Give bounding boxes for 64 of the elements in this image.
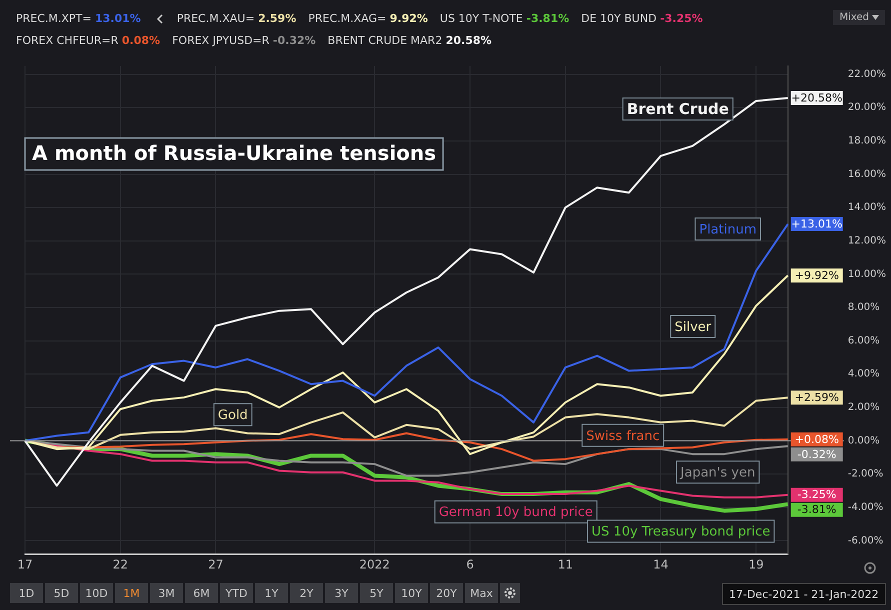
text: US 10Y T-NOTE -3.81% <box>440 12 570 25</box>
text: 10D <box>80 583 113 603</box>
series-label: US 10y Treasury bond price <box>592 524 770 540</box>
text: 10Y <box>395 583 428 603</box>
y-tick-label: 8.00% <box>848 302 880 314</box>
y-tick-label: 18.00% <box>848 136 886 147</box>
series-label: Japan's yen <box>680 465 756 480</box>
x-tick-label: 2022 <box>359 557 390 572</box>
y-tick-label: -4.00% <box>848 502 884 513</box>
text: Mixed <box>839 12 869 23</box>
y-tick-label: -2.00% <box>848 468 884 480</box>
text: FOREX CHFEUR=R 0.08% <box>16 34 160 47</box>
data-label: +13.01% <box>791 217 842 230</box>
text: 6M <box>185 583 218 603</box>
series-label: German 10y bund price <box>438 505 593 520</box>
data-label: +9.92% <box>794 268 839 282</box>
text: FOREX JPYUSD=R -0.32% <box>172 34 316 47</box>
data-label: -0.32% <box>797 448 836 461</box>
text: PREC.M.XAG= 9.92% <box>308 12 428 25</box>
text: A month of Russia-Ukraine tensions <box>32 141 436 166</box>
text: 1Y <box>255 583 288 603</box>
x-tick-label: 11 <box>558 557 574 572</box>
x-tick-label: 22 <box>112 557 128 572</box>
y-tick-label: 6.00% <box>848 335 880 346</box>
x-tick-label: 6 <box>466 557 474 572</box>
text: 5Y <box>360 583 393 603</box>
data-label: -3.81% <box>797 503 836 516</box>
data-label: +2.59% <box>794 390 839 404</box>
x-tick-label: 27 <box>208 557 224 572</box>
y-tick-label: 4.00% <box>848 368 880 380</box>
text: 17-Dec-2021 - 21-Jan-2022 <box>722 583 886 605</box>
text: 1D <box>10 583 43 603</box>
series-label: Brent Crude <box>626 100 729 118</box>
text: 20Y <box>430 583 463 603</box>
y-tick-label: 10.00% <box>848 268 886 280</box>
text: 2Y <box>290 583 323 603</box>
text: YTD <box>220 583 253 603</box>
text: PREC.M.XPT= 13.01% <box>16 12 141 25</box>
y-tick-label: 22.00% <box>848 68 886 80</box>
text: 5D <box>45 583 78 603</box>
text: 1M <box>115 583 148 603</box>
text: 3Y <box>325 583 358 603</box>
y-tick-label: -6.00% <box>848 535 884 546</box>
y-tick-label: 0.00% <box>848 435 880 446</box>
text: Max <box>465 583 498 603</box>
text: BRENT CRUDE MAR2 20.58% <box>328 34 492 47</box>
x-tick-label: 17 <box>17 557 33 572</box>
text: DE 10Y BUND -3.25% <box>581 12 703 25</box>
data-label: +0.08% <box>794 432 839 446</box>
series-label: Silver <box>674 320 712 335</box>
x-tick-label: 14 <box>653 557 668 572</box>
x-tick-label: 19 <box>748 557 764 572</box>
series-label: Swiss franc <box>586 428 660 444</box>
y-tick-label: 16.00% <box>848 168 886 180</box>
text: 3M <box>150 583 183 603</box>
text: PREC.M.XAU= 2.59% <box>176 12 296 25</box>
y-tick-label: 12.00% <box>848 235 886 246</box>
y-tick-label: 20.00% <box>848 102 886 114</box>
y-tick-label: 2.00% <box>848 402 880 414</box>
series-label: Gold <box>218 408 248 423</box>
data-label: -3.25% <box>797 488 836 502</box>
y-tick-label: 14.00% <box>848 202 886 214</box>
data-label: +20.58% <box>791 91 842 104</box>
series-label: Platinum <box>699 222 757 238</box>
